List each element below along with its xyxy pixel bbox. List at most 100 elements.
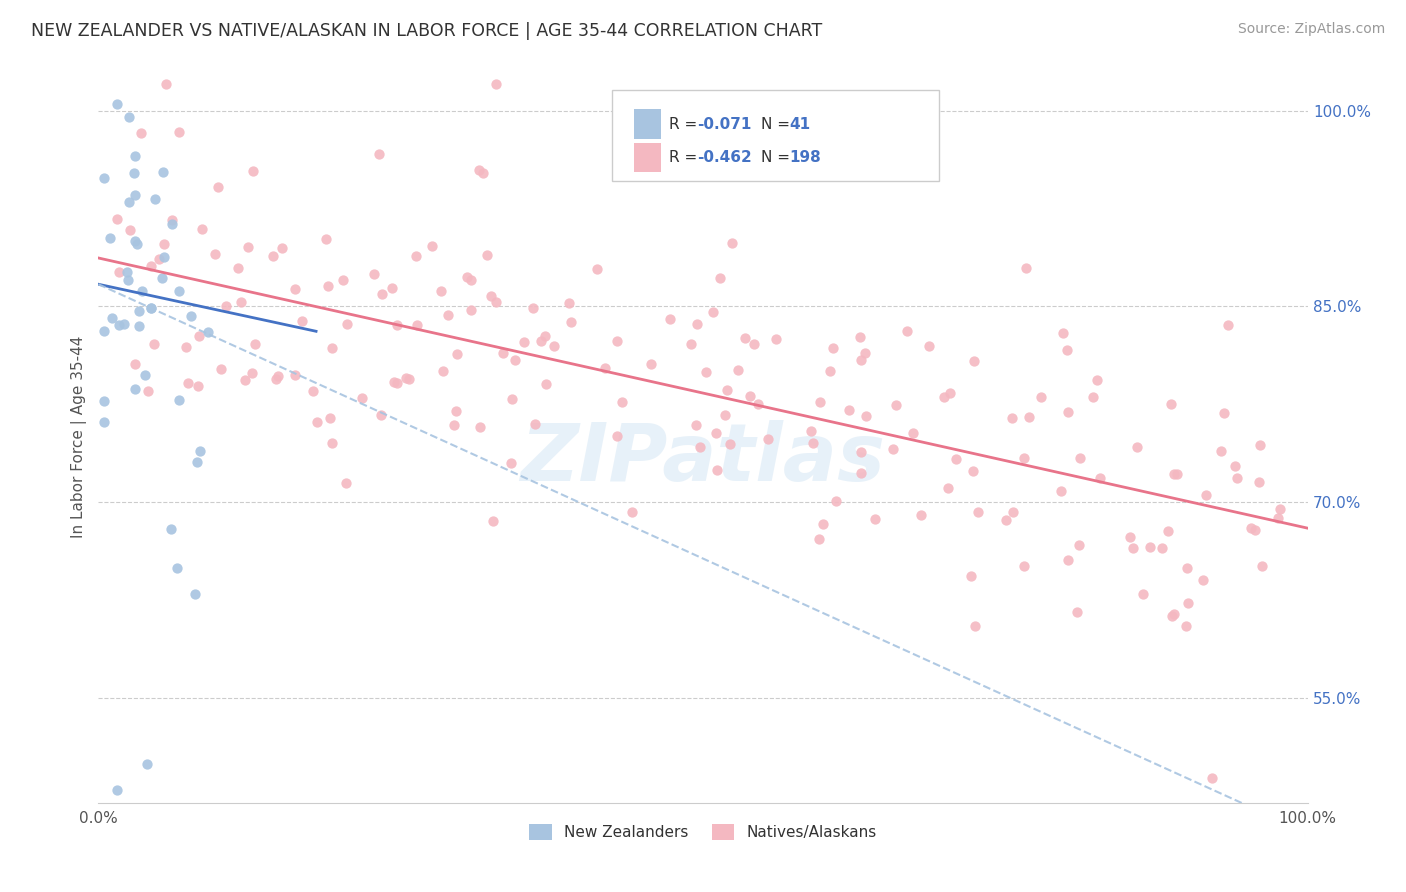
Text: R =: R = bbox=[669, 117, 702, 131]
Point bbox=[209, 361, 232, 376]
Point bbox=[965, 618, 987, 632]
Point bbox=[190, 222, 212, 236]
Point bbox=[994, 513, 1017, 527]
Text: 198: 198 bbox=[789, 150, 821, 165]
Point bbox=[727, 363, 749, 377]
Point bbox=[432, 364, 454, 378]
Point bbox=[1249, 438, 1271, 452]
Point bbox=[1226, 471, 1249, 485]
Point bbox=[136, 384, 159, 398]
Point bbox=[503, 353, 526, 368]
Point bbox=[721, 235, 744, 250]
Point bbox=[820, 364, 842, 378]
Point bbox=[1195, 488, 1218, 502]
Point bbox=[124, 234, 146, 248]
Point bbox=[101, 310, 124, 325]
Point bbox=[765, 332, 787, 346]
Point bbox=[367, 146, 389, 161]
Point bbox=[1001, 411, 1024, 425]
Point bbox=[485, 78, 508, 92]
Point bbox=[709, 271, 731, 285]
Point bbox=[420, 239, 443, 253]
Point bbox=[236, 240, 259, 254]
Point bbox=[160, 217, 183, 231]
Point bbox=[536, 377, 558, 392]
Point bbox=[477, 248, 499, 262]
Point bbox=[1126, 440, 1149, 454]
Point bbox=[176, 376, 198, 390]
Point bbox=[152, 251, 174, 265]
Point bbox=[174, 340, 197, 354]
Point bbox=[118, 110, 141, 124]
Text: NEW ZEALANDER VS NATIVE/ALASKAN IN LABOR FORCE | AGE 35-44 CORRELATION CHART: NEW ZEALANDER VS NATIVE/ALASKAN IN LABOR… bbox=[31, 22, 823, 40]
Point bbox=[679, 336, 702, 351]
Point bbox=[1029, 390, 1052, 404]
Point bbox=[1223, 459, 1246, 474]
Point bbox=[621, 505, 644, 519]
Point bbox=[640, 357, 662, 371]
Point bbox=[863, 511, 886, 525]
Point bbox=[153, 236, 176, 251]
Point bbox=[479, 289, 502, 303]
Point bbox=[129, 126, 152, 140]
Point bbox=[395, 371, 418, 385]
Text: N =: N = bbox=[761, 150, 794, 165]
Point bbox=[1001, 505, 1024, 519]
Point bbox=[150, 271, 173, 285]
Point bbox=[801, 435, 824, 450]
Point bbox=[160, 212, 183, 227]
Point bbox=[499, 457, 522, 471]
Point bbox=[1267, 510, 1289, 524]
Point bbox=[124, 148, 146, 162]
Point bbox=[1014, 260, 1036, 275]
Point bbox=[533, 329, 555, 343]
Point bbox=[152, 165, 174, 179]
Point bbox=[896, 324, 918, 338]
Bar bbox=[634, 143, 661, 172]
Point bbox=[184, 587, 207, 601]
Point bbox=[363, 267, 385, 281]
Point bbox=[387, 318, 409, 333]
Point bbox=[352, 391, 374, 405]
Point bbox=[460, 273, 482, 287]
Point bbox=[243, 337, 266, 351]
Text: -0.071: -0.071 bbox=[697, 117, 751, 131]
Point bbox=[117, 273, 139, 287]
Point bbox=[321, 341, 343, 355]
Point bbox=[1052, 326, 1074, 340]
Point bbox=[125, 237, 148, 252]
Point bbox=[1050, 484, 1073, 499]
Point bbox=[169, 125, 191, 139]
Point bbox=[1174, 619, 1197, 633]
Point bbox=[1163, 467, 1185, 481]
Point bbox=[824, 493, 846, 508]
Point bbox=[1249, 475, 1271, 489]
Point bbox=[148, 252, 170, 266]
Point bbox=[714, 409, 737, 423]
Point bbox=[560, 315, 582, 329]
Point bbox=[704, 426, 727, 441]
Point bbox=[468, 420, 491, 434]
Point bbox=[593, 361, 616, 376]
Point bbox=[429, 284, 451, 298]
Point bbox=[851, 353, 873, 368]
Point bbox=[612, 395, 634, 409]
Point bbox=[1090, 470, 1112, 484]
Point bbox=[446, 347, 468, 361]
Point bbox=[370, 408, 392, 422]
Point bbox=[758, 432, 780, 446]
Point bbox=[318, 411, 340, 425]
Point bbox=[522, 301, 544, 315]
Point bbox=[1160, 397, 1182, 411]
Point bbox=[406, 318, 429, 332]
Point bbox=[1018, 410, 1040, 425]
Point bbox=[105, 782, 128, 797]
Point bbox=[271, 241, 294, 255]
Point bbox=[93, 415, 115, 429]
Point bbox=[167, 284, 190, 298]
Point bbox=[112, 317, 135, 331]
Point bbox=[849, 330, 872, 344]
Point bbox=[702, 305, 724, 319]
Point bbox=[332, 273, 354, 287]
Point bbox=[381, 280, 404, 294]
